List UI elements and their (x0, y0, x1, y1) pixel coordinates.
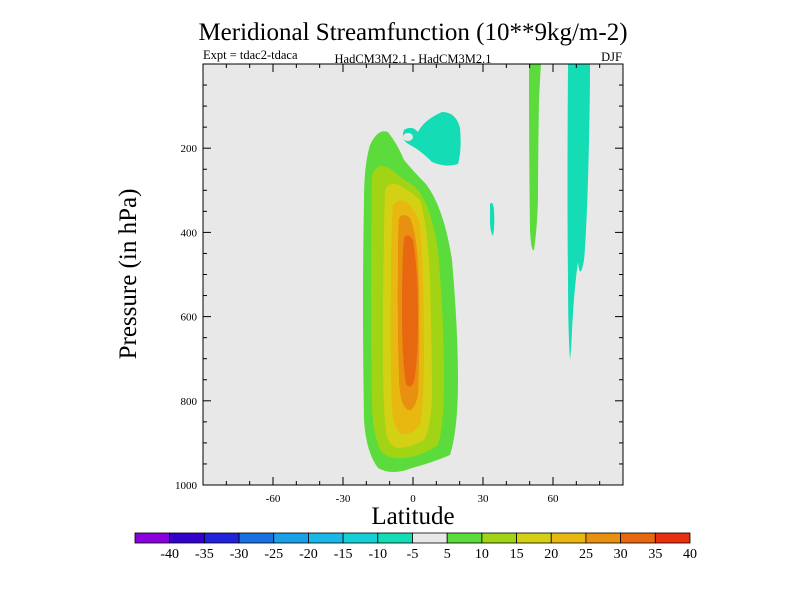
chart-subtitle-center: HadCM3M2.1 - HadCM3M2.1 (335, 52, 492, 66)
colorbar-swatch (481, 532, 517, 544)
colorbar-label: 35 (648, 547, 662, 562)
x-tick-label: -30 (336, 493, 351, 505)
x-tick-label: -60 (266, 493, 281, 505)
x-tick-label: 0 (410, 493, 416, 505)
colorbar-label: -15 (334, 547, 353, 562)
small-negative-patch (490, 202, 495, 236)
colorbar-swatch (342, 532, 379, 544)
colorbar-label: -40 (160, 547, 179, 562)
colorbar-swatch (308, 532, 344, 544)
colorbar-swatch (620, 532, 656, 544)
colorbar-label: -10 (368, 547, 387, 562)
colorbar-swatch (238, 532, 275, 544)
colorbar-swatch (203, 532, 240, 544)
y-tick-label: 600 (181, 312, 198, 324)
colorbar-label: 5 (444, 547, 451, 562)
y-tick-label: 400 (181, 227, 198, 239)
x-axis-label: Latitude (371, 503, 454, 530)
y-axis-label: Pressure (in hPa) (115, 189, 142, 360)
contour-fills (363, 64, 590, 472)
colorbar-label: 30 (614, 547, 628, 562)
y-tick-label: 1000 (175, 480, 198, 492)
y-tick-label: 800 (181, 396, 198, 408)
colorbar-label: -30 (230, 547, 249, 562)
chart-subtitle-left: Expt = tdac2-tdaca (203, 48, 298, 62)
x-tick-label: 60 (548, 493, 560, 505)
midlat-positive-strip (529, 64, 541, 251)
upper-patch-inner (403, 133, 413, 141)
colorbar-label: 15 (510, 547, 524, 562)
colorbar-swatch (134, 532, 171, 544)
colorbar-swatch (377, 532, 413, 544)
colorbar-label: 20 (544, 547, 558, 562)
colorbar-swatch (654, 532, 691, 544)
colorbar: -40 -35 -30 -25 -20 -15 -10 -5 5 10 15 20 25 30 35 40 (134, 532, 697, 562)
y-tick-label: 200 (181, 143, 198, 155)
colorbar-swatch (273, 532, 309, 544)
colorbar-label: -35 (195, 547, 214, 562)
colorbar-swatch (585, 532, 622, 544)
colorbar-label: -25 (264, 547, 283, 562)
colorbar-swatch (412, 532, 448, 544)
colorbar-label: -20 (299, 547, 318, 562)
chart-title: Meridional Streamfunction (10**9kg/m-2) (198, 19, 627, 46)
x-tick-label: 30 (478, 493, 490, 505)
colorbar-swatch (169, 532, 205, 544)
colorbar-label: 25 (579, 547, 593, 562)
contour-level-30-35 (402, 235, 418, 387)
y-axis: 200 400 600 800 1000 (175, 63, 623, 492)
colorbar-swatch (516, 532, 552, 544)
chart-subtitle-right: DJF (601, 50, 622, 64)
highlat-negative-strip (567, 64, 590, 360)
colorbar-label: 40 (683, 547, 697, 562)
x-axis: -60 -30 0 30 60 (202, 64, 624, 505)
colorbar-label: -5 (407, 547, 419, 562)
colorbar-label: 10 (475, 547, 489, 562)
upper-negative-patch (402, 112, 461, 166)
colorbar-swatch (550, 532, 587, 544)
colorbar-swatch (446, 532, 483, 544)
